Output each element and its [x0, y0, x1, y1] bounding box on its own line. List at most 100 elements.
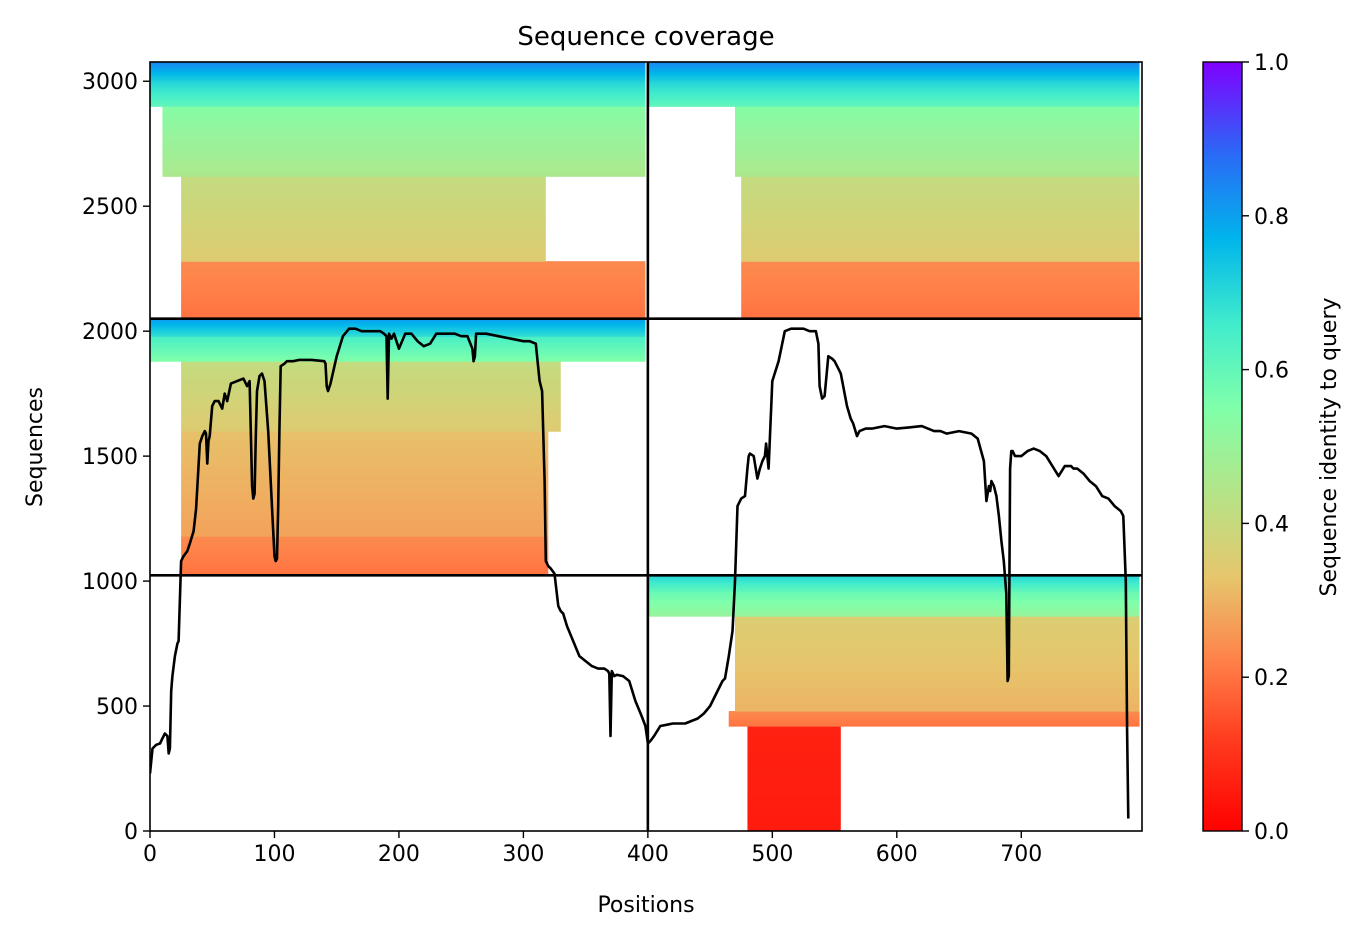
coverage-band	[181, 552, 549, 557]
coverage-band	[181, 542, 549, 547]
coverage-band	[181, 261, 646, 267]
coverage-band	[647, 589, 1140, 592]
coverage-band	[150, 71, 646, 74]
chart-title: Sequence coverage	[517, 22, 774, 52]
coverage-band	[734, 170, 1140, 177]
coverage-band	[181, 309, 646, 315]
coverage-band	[150, 65, 646, 68]
coverage-band	[747, 743, 841, 753]
y-tick-label: 2500	[82, 195, 138, 220]
coverage-band	[734, 141, 1140, 148]
colorbar-tick-label: 1.0	[1254, 51, 1289, 76]
coverage-band	[647, 99, 1140, 103]
coverage-band	[181, 555, 549, 560]
coverage-band	[181, 457, 549, 467]
coverage-band	[181, 396, 561, 403]
coverage-band	[647, 74, 1140, 78]
coverage-band	[181, 407, 561, 415]
coverage-band	[741, 275, 1140, 281]
coverage-band	[181, 558, 549, 563]
coverage-band	[150, 350, 646, 354]
colorbar-tick-label: 0.4	[1254, 512, 1289, 537]
coverage-band	[647, 581, 1140, 584]
coverage-band	[181, 413, 561, 421]
coverage-band	[647, 579, 1140, 582]
x-axis-ticks: 0 100 200 300 400 500 600 700	[143, 831, 1042, 867]
coverage-band	[181, 211, 546, 220]
coverage-band	[728, 722, 1140, 725]
coverage-band	[647, 66, 1140, 70]
coverage-band	[150, 323, 646, 326]
coverage-band	[181, 439, 549, 450]
coverage-band	[162, 147, 646, 154]
coverage-band	[734, 695, 1140, 704]
coverage-band	[181, 401, 561, 409]
coverage-band	[647, 591, 1140, 594]
coverage-band	[647, 583, 1140, 586]
x-tick-label: 0	[143, 842, 157, 867]
coverage-band	[647, 87, 1140, 91]
coverage-band	[150, 336, 646, 339]
coverage-band	[150, 320, 646, 323]
coverage-band	[181, 549, 549, 554]
coverage-band	[150, 331, 646, 334]
coverage-band	[734, 616, 1140, 625]
coverage-band	[162, 141, 646, 148]
coverage-band	[741, 304, 1140, 310]
coverage-band	[150, 68, 646, 71]
coverage-band	[150, 324, 646, 327]
coverage-band	[150, 87, 646, 91]
coverage-band	[647, 81, 1140, 84]
coverage-band	[647, 71, 1140, 74]
coverage-band	[162, 112, 646, 119]
coverage-band	[150, 328, 646, 331]
coverage-band	[181, 419, 561, 426]
block-3	[647, 575, 1140, 831]
coverage-band	[728, 716, 1140, 718]
coverage-band	[734, 623, 1140, 633]
coverage-band	[150, 74, 646, 78]
x-tick-label: 100	[253, 842, 295, 867]
heatmap	[150, 62, 1140, 831]
coverage-band	[150, 330, 646, 333]
coverage-band	[150, 334, 646, 337]
coverage-band	[150, 73, 646, 76]
coverage-band	[181, 539, 549, 544]
y-tick-label: 500	[96, 695, 138, 720]
coverage-band	[747, 761, 841, 771]
coverage-band	[734, 663, 1140, 673]
y-tick-label: 2000	[82, 320, 138, 345]
coverage-band	[181, 545, 549, 550]
coverage-band	[734, 631, 1140, 641]
coverage-band	[741, 247, 1140, 255]
y-tick-label: 1500	[82, 445, 138, 470]
coverage-band	[647, 83, 1140, 87]
coverage-band	[647, 599, 1140, 603]
x-tick-label: 700	[1000, 842, 1042, 867]
coverage-band	[181, 372, 561, 380]
coverage-band	[647, 613, 1140, 617]
coverage-band	[741, 309, 1140, 315]
coverage-band	[741, 265, 1140, 272]
coverage-band	[647, 62, 1140, 65]
coverage-band	[181, 431, 549, 441]
coverage-band	[741, 197, 1140, 206]
coverage-band	[181, 492, 549, 502]
coverage-band	[647, 70, 1140, 73]
coverage-band	[647, 102, 1140, 105]
coverage-band	[734, 152, 1140, 160]
coverage-band	[150, 63, 646, 66]
coverage-band	[181, 270, 646, 277]
x-axis-label: Positions	[597, 893, 694, 918]
coverage-band	[647, 595, 1140, 598]
coverage-band	[162, 135, 646, 142]
coverage-band	[647, 609, 1140, 613]
coverage-band	[734, 112, 1140, 119]
coverage-band	[150, 70, 646, 73]
coverage-band	[741, 270, 1140, 277]
coverage-band	[741, 313, 1140, 320]
y-tick-label: 3000	[82, 70, 138, 95]
coverage-band	[162, 123, 646, 131]
coverage-band	[181, 183, 546, 191]
coverage-band	[150, 104, 646, 107]
